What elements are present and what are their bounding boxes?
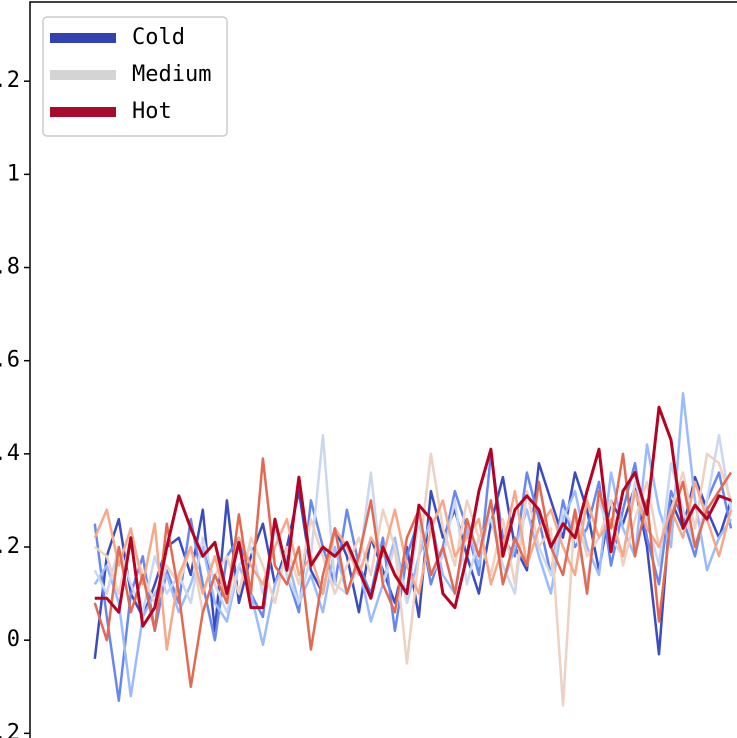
y-tick-label: -0.2 (0, 720, 20, 738)
legend-box (42, 16, 228, 137)
y-tick-label: 0.4 (0, 441, 20, 466)
y-tick-label: 0.6 (0, 348, 20, 373)
y-tick-label: 1.2 (0, 68, 20, 93)
y-tick-label: 1 (7, 161, 20, 186)
plot-frame (29, 1, 737, 738)
series-line (94, 405, 732, 628)
series-line (93, 480, 733, 651)
series-line (93, 452, 733, 689)
legend-label: Cold (132, 25, 185, 50)
legend-label: Hot (132, 99, 172, 124)
y-tick-label: 0.8 (0, 255, 20, 280)
y-tick-label: 0 (7, 627, 20, 652)
series-line (93, 452, 733, 702)
series-line (94, 452, 733, 707)
y-tick-label: 0.2 (0, 534, 20, 559)
legend-label: Medium (132, 62, 211, 87)
